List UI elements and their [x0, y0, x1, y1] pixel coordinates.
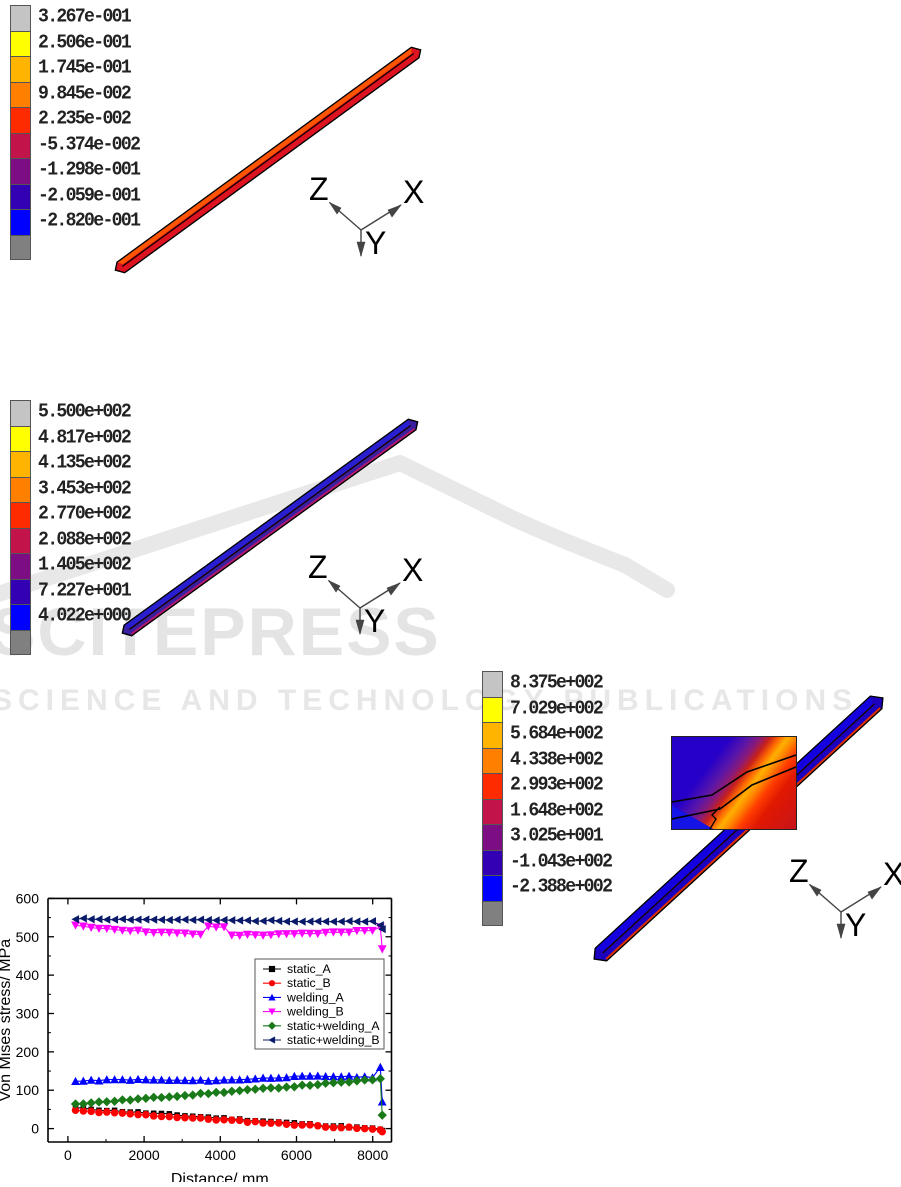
svg-text:6000: 6000	[281, 1147, 312, 1163]
svg-text:4000: 4000	[205, 1147, 236, 1163]
svg-text:Y: Y	[365, 225, 386, 261]
svg-text:static+welding_B: static+welding_B	[287, 1033, 380, 1047]
svg-text:X: X	[403, 174, 424, 210]
svg-text:static_B: static_B	[287, 976, 331, 990]
svg-text:static+welding_A: static+welding_A	[287, 1019, 380, 1033]
svg-text:500: 500	[16, 929, 40, 945]
svg-text:welding_B: welding_B	[286, 1005, 344, 1019]
svg-text:Distance/ mm: Distance/ mm	[171, 1171, 269, 1182]
svg-text:Z: Z	[789, 853, 809, 889]
svg-text:X: X	[883, 856, 901, 892]
svg-text:8000: 8000	[357, 1147, 388, 1163]
svg-text:0: 0	[31, 1121, 39, 1137]
svg-text:Z: Z	[309, 171, 329, 207]
svg-text:100: 100	[16, 1082, 40, 1098]
svg-text:static_A: static_A	[287, 962, 332, 976]
svg-text:200: 200	[16, 1044, 40, 1060]
svg-text:Von Mises stress/ MPa: Von Mises stress/ MPa	[0, 939, 14, 1102]
svg-text:400: 400	[16, 967, 40, 983]
svg-text:600: 600	[16, 890, 40, 906]
svg-text:welding_A: welding_A	[286, 990, 345, 1004]
svg-text:Z: Z	[308, 549, 328, 585]
svg-text:X: X	[402, 552, 423, 588]
svg-text:Y: Y	[364, 603, 385, 639]
svg-text:2000: 2000	[129, 1147, 160, 1163]
svg-text:300: 300	[16, 1006, 40, 1022]
svg-text:0: 0	[64, 1147, 72, 1163]
